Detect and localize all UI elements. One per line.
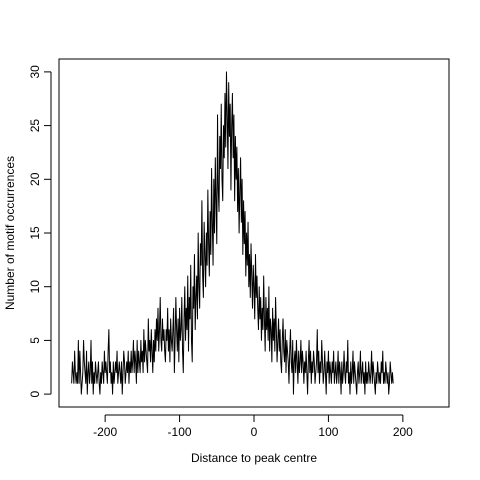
series-line-0 [71,71,394,395]
y-tick-label: 5 [28,337,42,344]
y-tick-label: 15 [28,226,42,240]
y-tick-label: 10 [28,280,42,294]
y-tick-label: 30 [28,65,42,79]
x-axis-label: Distance to peak centre [191,451,317,465]
x-tick-label: 0 [251,425,258,439]
x-tick-label: -100 [168,425,192,439]
plot-area [71,71,394,395]
plot-frame [58,58,450,408]
x-tick-label: -200 [93,425,117,439]
y-tick-label: 25 [28,119,42,133]
x-tick-label: 200 [393,425,413,439]
x-tick-label: 100 [318,425,338,439]
axes: -200 -100 0 100 200 0 5 10 15 20 25 30 [28,58,450,439]
y-tick-label: 0 [28,390,42,397]
y-axis-label: Number of motif occurrences [3,156,17,310]
y-tick-label: 20 [28,172,42,186]
